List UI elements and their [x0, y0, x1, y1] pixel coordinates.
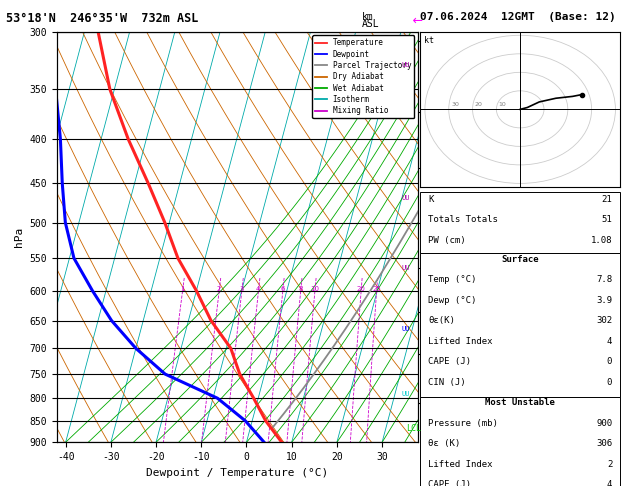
Text: CAPE (J): CAPE (J) [428, 480, 471, 486]
Text: 30: 30 [451, 103, 459, 107]
Text: Temp (°C): Temp (°C) [428, 275, 477, 284]
Text: PW (cm): PW (cm) [428, 236, 466, 245]
Text: Surface: Surface [501, 255, 539, 264]
Text: 4: 4 [607, 337, 612, 346]
Text: 0: 0 [607, 357, 612, 366]
Text: UU: UU [401, 62, 410, 68]
Bar [420, 397, 620, 486]
Text: UU: UU [401, 265, 410, 271]
Text: Dewp (°C): Dewp (°C) [428, 296, 477, 305]
Text: θε (K): θε (K) [428, 439, 460, 448]
Text: CIN (J): CIN (J) [428, 378, 466, 387]
Text: 2: 2 [217, 286, 221, 292]
Text: 4: 4 [607, 480, 612, 486]
Y-axis label: hPa: hPa [14, 227, 24, 247]
Text: 10: 10 [310, 286, 320, 292]
Text: 1: 1 [180, 286, 185, 292]
Text: 20: 20 [475, 103, 483, 107]
Text: Pressure (mb): Pressure (mb) [428, 418, 498, 428]
Text: UU: UU [401, 326, 410, 332]
Text: 2: 2 [607, 459, 612, 469]
Text: 20: 20 [357, 286, 365, 292]
Text: θε(K): θε(K) [428, 316, 455, 325]
Text: Most Unstable: Most Unstable [485, 398, 555, 407]
Text: 1.08: 1.08 [591, 236, 612, 245]
Text: K: K [428, 195, 433, 204]
Text: 07.06.2024  12GMT  (Base: 12): 07.06.2024 12GMT (Base: 12) [420, 12, 616, 22]
Text: →: → [412, 11, 423, 24]
Text: LCL: LCL [406, 424, 421, 433]
Text: 0: 0 [607, 378, 612, 387]
Text: 6: 6 [281, 286, 285, 292]
Text: UU: UU [401, 391, 410, 397]
Text: kt: kt [424, 36, 434, 45]
Bar [420, 192, 620, 253]
Text: 25: 25 [372, 286, 381, 292]
Bar [420, 253, 620, 397]
Legend: Temperature, Dewpoint, Parcel Trajectory, Dry Adiabat, Wet Adiabat, Isotherm, Mi: Temperature, Dewpoint, Parcel Trajectory… [312, 35, 415, 118]
Text: 306: 306 [596, 439, 612, 448]
Text: CAPE (J): CAPE (J) [428, 357, 471, 366]
Text: 10: 10 [499, 103, 506, 107]
Text: ASL: ASL [362, 19, 379, 30]
Text: Lifted Index: Lifted Index [428, 337, 493, 346]
Text: 51: 51 [601, 215, 612, 224]
Text: km: km [362, 12, 374, 22]
Text: UU: UU [401, 195, 410, 201]
Text: Totals Totals: Totals Totals [428, 215, 498, 224]
Text: 8: 8 [298, 286, 303, 292]
Text: 4: 4 [256, 286, 260, 292]
Text: 7.8: 7.8 [596, 275, 612, 284]
Text: 302: 302 [596, 316, 612, 325]
Text: 3.9: 3.9 [596, 296, 612, 305]
Text: 3: 3 [240, 286, 244, 292]
Text: 21: 21 [601, 195, 612, 204]
Text: Lifted Index: Lifted Index [428, 459, 493, 469]
X-axis label: Dewpoint / Temperature (°C): Dewpoint / Temperature (°C) [147, 468, 328, 478]
Text: 53°18'N  246°35'W  732m ASL: 53°18'N 246°35'W 732m ASL [6, 12, 199, 25]
Text: 900: 900 [596, 418, 612, 428]
